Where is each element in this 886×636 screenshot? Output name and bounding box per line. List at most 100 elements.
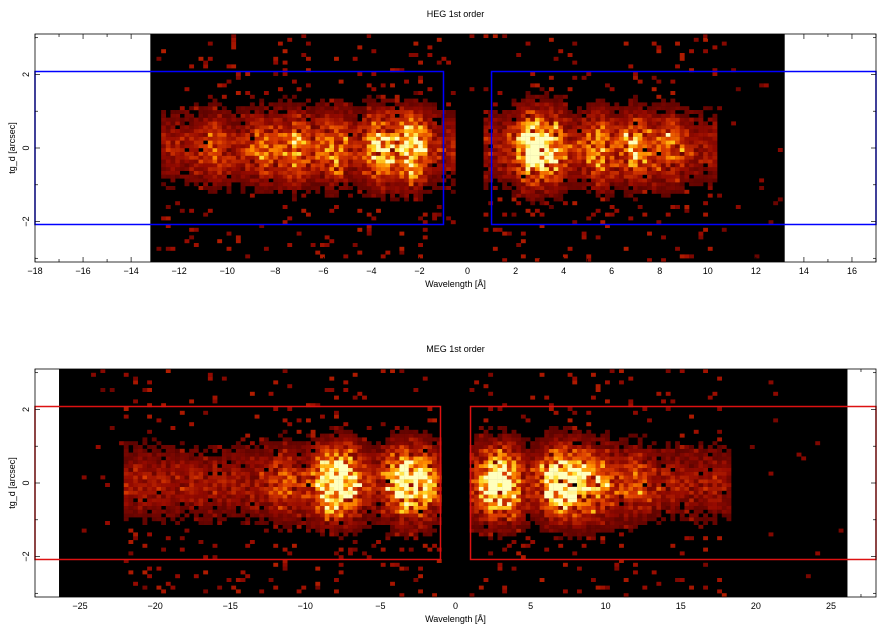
heatmap-pixel bbox=[221, 479, 227, 484]
heatmap-pixel bbox=[689, 129, 694, 133]
heatmap-pixel bbox=[170, 490, 176, 495]
heatmap-pixel bbox=[675, 113, 680, 118]
heatmap-pixel bbox=[324, 113, 330, 118]
heatmap-pixel bbox=[343, 471, 349, 476]
heatmap-pixel bbox=[343, 524, 349, 529]
heatmap-pixel bbox=[562, 102, 568, 107]
heatmap-pixel bbox=[362, 490, 367, 495]
heatmap-pixel bbox=[553, 136, 559, 141]
heatmap-pixel bbox=[277, 174, 283, 179]
heatmap-pixel bbox=[380, 369, 386, 373]
heatmap-pixel bbox=[235, 163, 241, 168]
heatmap-pixel bbox=[376, 144, 381, 149]
heatmap-pixel bbox=[133, 445, 138, 449]
heatmap-pixel bbox=[576, 163, 582, 168]
heatmap-pixel bbox=[123, 372, 129, 377]
heatmap-pixel bbox=[371, 189, 377, 194]
heatmap-pixel bbox=[404, 467, 409, 472]
heatmap-pixel bbox=[343, 113, 349, 118]
heatmap-pixel bbox=[352, 395, 358, 400]
heatmap-pixel bbox=[394, 132, 400, 137]
heatmap-pixel bbox=[329, 505, 335, 510]
heatmap-pixel bbox=[679, 151, 685, 156]
heatmap-pixel bbox=[245, 113, 251, 118]
heatmap-pixel bbox=[530, 106, 536, 111]
heatmap-pixel bbox=[175, 574, 181, 579]
heatmap-pixel bbox=[399, 125, 405, 130]
heatmap-pixel bbox=[282, 505, 288, 510]
heatmap-pixel bbox=[698, 159, 704, 164]
heatmap-pixel bbox=[427, 148, 433, 152]
heatmap-pixel bbox=[231, 151, 237, 156]
heatmap-pixel bbox=[348, 121, 353, 126]
heatmap-pixel bbox=[506, 521, 512, 525]
heatmap-pixel bbox=[184, 452, 190, 457]
heatmap-pixel bbox=[404, 490, 409, 495]
heatmap-pixel bbox=[296, 445, 302, 449]
heatmap-pixel bbox=[712, 140, 718, 145]
heatmap-pixel bbox=[212, 170, 218, 175]
heatmap-pixel bbox=[689, 148, 694, 152]
heatmap-pixel bbox=[287, 524, 293, 529]
heatmap-pixel bbox=[530, 174, 536, 179]
heatmap-pixel bbox=[548, 87, 554, 92]
heatmap-pixel bbox=[647, 167, 652, 171]
heatmap-pixel bbox=[390, 140, 395, 145]
heatmap-pixel bbox=[329, 445, 335, 449]
heatmap-pixel bbox=[235, 178, 241, 183]
heatmap-pixel bbox=[156, 479, 162, 484]
heatmap-pixel bbox=[343, 155, 349, 160]
heatmap-pixel bbox=[161, 479, 167, 484]
heatmap-pixel bbox=[376, 163, 381, 168]
heatmap-pixel bbox=[446, 110, 452, 114]
heatmap-pixel bbox=[329, 140, 335, 145]
heatmap-pixel bbox=[534, 94, 540, 99]
heatmap-pixel bbox=[226, 136, 232, 141]
heatmap-pixel bbox=[707, 178, 713, 183]
heatmap-pixel bbox=[161, 121, 167, 126]
heatmap-pixel bbox=[562, 106, 568, 111]
heatmap-pixel bbox=[123, 460, 129, 465]
heatmap-pixel bbox=[469, 448, 475, 453]
heatmap-pixel bbox=[436, 517, 442, 522]
heatmap-pixel bbox=[352, 452, 358, 457]
heatmap-pixel bbox=[413, 517, 419, 522]
heatmap-pixel bbox=[203, 464, 209, 468]
heatmap-pixel bbox=[399, 159, 405, 164]
heatmap-pixel bbox=[324, 517, 330, 522]
heatmap-pixel bbox=[133, 448, 138, 453]
heatmap-pixel bbox=[165, 155, 171, 160]
heatmap-pixel bbox=[614, 170, 620, 175]
heatmap-pixel bbox=[413, 502, 419, 506]
heatmap-pixel bbox=[670, 144, 676, 149]
heatmap-pixel bbox=[427, 129, 433, 133]
heatmap-pixel bbox=[357, 437, 363, 442]
heatmap-pixel bbox=[576, 121, 582, 126]
heatmap-pixel bbox=[240, 182, 246, 187]
heatmap-pixel bbox=[165, 369, 171, 373]
heatmap-pixel bbox=[404, 445, 409, 449]
heatmap-pixel bbox=[413, 483, 419, 487]
heatmap-pixel bbox=[310, 479, 316, 484]
heatmap-pixel bbox=[128, 441, 134, 446]
heatmap-pixel bbox=[530, 121, 536, 126]
heatmap-pixel bbox=[119, 441, 124, 446]
heatmap-pixel bbox=[156, 517, 162, 522]
heatmap-pixel bbox=[226, 448, 232, 453]
heatmap-pixel bbox=[703, 227, 708, 232]
heatmap-pixel bbox=[609, 117, 615, 122]
heatmap-pixel bbox=[338, 536, 344, 541]
heatmap-pixel bbox=[282, 148, 288, 152]
heatmap-pixel bbox=[595, 189, 601, 194]
heatmap-pixel bbox=[277, 129, 283, 133]
heatmap-pixel bbox=[675, 174, 680, 179]
heatmap-pixel bbox=[586, 163, 592, 168]
heatmap-pixel bbox=[231, 502, 237, 506]
heatmap-pixel bbox=[413, 460, 419, 465]
heatmap-pixel bbox=[305, 452, 311, 457]
heatmap-pixel bbox=[394, 159, 400, 164]
heatmap-pixel bbox=[399, 490, 405, 495]
heatmap-pixel bbox=[511, 170, 517, 175]
heatmap-pixel bbox=[147, 388, 152, 392]
heatmap-pixel bbox=[436, 464, 442, 468]
